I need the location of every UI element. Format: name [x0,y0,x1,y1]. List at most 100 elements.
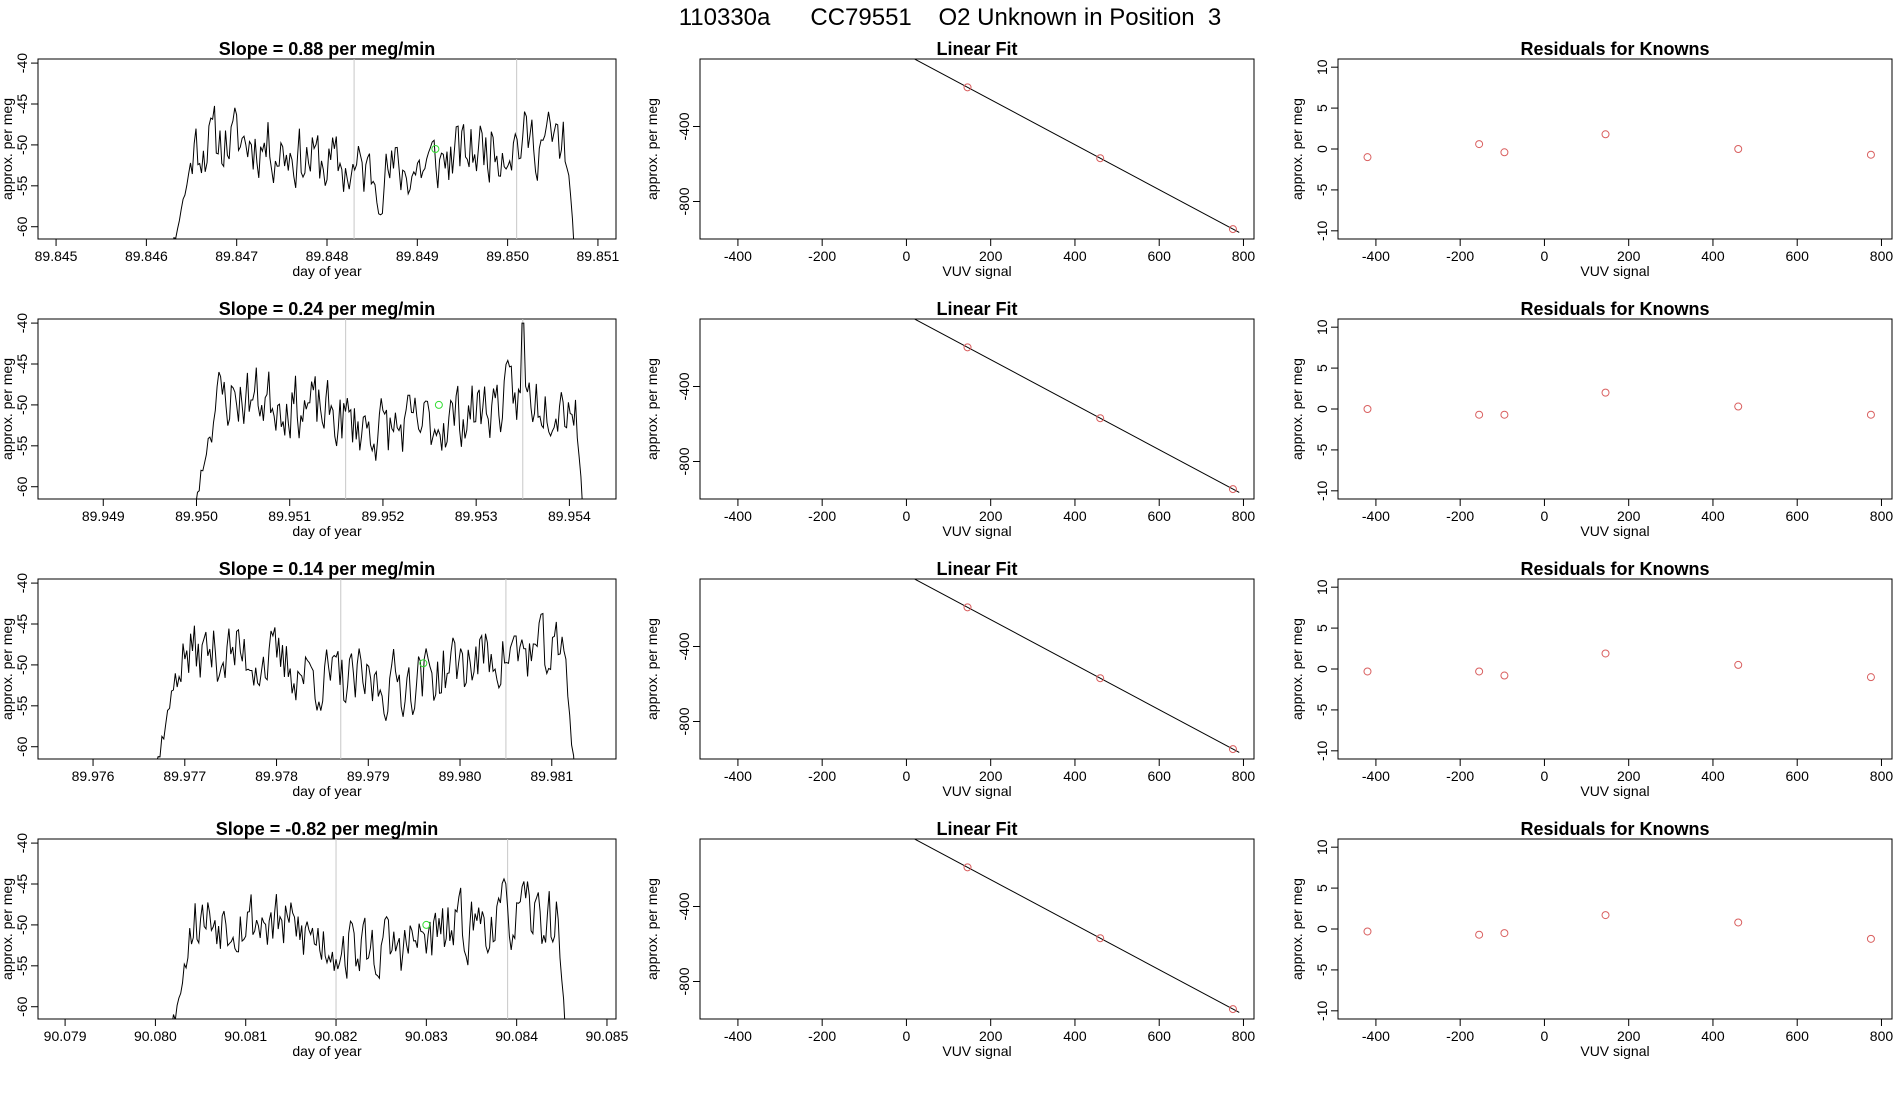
y-axis: -40 -45 -50 -55 -60 [14,313,38,497]
y-tick-label: -10 [1314,740,1330,760]
known-point [863,810,870,817]
x-axis: -400 -200 0 200 400 600 800 [724,1019,1255,1044]
residual-point [1601,911,1610,920]
y-tick-label: -5 [1314,183,1330,196]
y-axis-label: approx. per meg [644,98,660,200]
y-tick-label: -400 [676,112,692,140]
residual-point [1734,402,1743,411]
x-axis-label: VUV signal [942,263,1011,279]
x-tick-label: 400 [1063,1028,1087,1044]
x-tick-label: -400 [724,248,752,264]
x-axis: -400 -200 0 200 400 600 800 [724,239,1255,264]
x-tick-label: 0 [1541,1028,1549,1044]
x-tick-label: 800 [1870,1028,1894,1044]
y-tick-label: 10 [1314,59,1330,75]
plot-frame [699,318,1255,500]
x-tick-label: -200 [808,1028,836,1044]
panel-r3-c2: Linear Fit -400 -200 0 200 400 600 800 VUV signa… [644,470,1255,799]
plot-area [1363,130,1875,162]
x-tick-label: 89.978 [255,768,298,784]
known-point [838,276,845,283]
y-axis-label: approx. per meg [1289,98,1305,200]
y-axis-label: approx. per meg [0,358,15,460]
y-tick-label: -40 [14,313,30,333]
y-tick-label: 5 [1314,624,1330,632]
y-tick-label: -55 [14,955,30,975]
x-axis: -400 -200 0 200 400 600 800 [724,759,1255,784]
unknown-point [434,400,443,409]
plot-frame [37,578,617,760]
known-point [1228,1005,1237,1014]
unknown-point [419,659,428,668]
x-tick-label: 0 [903,768,911,784]
y-tick-label: -5 [1314,443,1330,456]
y-axis: 10 5 0 -5 -10 [1314,319,1338,501]
plot-area [1363,388,1875,419]
y-axis: 10 5 0 -5 -10 [1314,59,1338,241]
y-tick-label: -10 [1314,220,1330,240]
y-tick-label: -10 [1314,480,1330,500]
signal-trace [172,877,566,1019]
y-axis-label: approx. per meg [0,618,15,720]
y-tick-label: -60 [14,476,30,496]
unknown-point [714,470,721,477]
x-tick-label: -200 [1446,508,1474,524]
y-axis-label: approx. per meg [0,878,15,980]
x-tick-label: 600 [1786,768,1810,784]
x-tick-label: -400 [724,508,752,524]
plot-area [173,59,575,239]
plot-area [172,839,566,1019]
y-tick-label: -5 [1314,963,1330,976]
y-axis-label: approx. per meg [0,98,15,200]
x-tick-label: 800 [1232,1028,1256,1044]
panel-r2-c3: Residuals for Knowns -400 -200 0 200 400 600 80… [1289,299,1893,539]
known-point [726,217,733,224]
x-tick-label: 200 [979,1028,1003,1044]
x-tick-label: -200 [808,508,836,524]
y-tick-label: -10 [1314,1000,1330,1020]
panel-title: Slope = 0.88 per meg/min [219,39,436,59]
known-point [863,290,870,297]
y-axis: -40 -45 -50 -55 -60 [14,833,38,1017]
y-tick-label: -50 [14,395,30,415]
x-tick-label: 89.977 [163,768,206,784]
y-axis-label: approx. per meg [644,878,660,980]
x-tick-label: 0 [903,1028,911,1044]
y-tick-label: -55 [14,695,30,715]
y-tick-label: -60 [14,216,30,236]
panel-title: Linear Fit [936,819,1017,839]
plot-frame [1337,58,1893,240]
x-tick-label: 800 [1232,768,1256,784]
x-axis-label: VUV signal [1580,1043,1649,1059]
y-axis-label: approx. per meg [1289,878,1305,980]
panel-title: Residuals for Knowns [1520,819,1709,839]
x-tick-label: 89.949 [82,508,125,524]
residual-point [1475,410,1484,419]
x-tick-label: -400 [1362,768,1390,784]
residual-point [1500,671,1509,680]
fit-line [913,319,1240,493]
x-tick-label: 0 [903,508,911,524]
x-tick-label: 89.950 [175,508,218,524]
known-point [1096,414,1105,423]
y-tick-label: -40 [14,573,30,593]
y-tick-label: -45 [14,354,30,374]
x-axis: -400 -200 0 200 400 600 800 [1362,239,1893,264]
x-tick-label: 90.079 [44,1028,87,1044]
x-axis-label: VUV signal [1580,783,1649,799]
x-tick-label: 800 [1870,508,1894,524]
x-tick-label: 89.976 [72,768,115,784]
x-tick-label: 89.981 [530,768,573,784]
x-tick-label: -200 [1446,768,1474,784]
y-tick-label: 10 [1314,839,1330,855]
residual-point [1601,388,1610,397]
x-tick-label: 400 [1701,248,1725,264]
x-axis-label: day of year [292,523,362,539]
known-point [838,16,845,23]
x-tick-label: 89.850 [486,248,529,264]
x-axis-label: day of year [292,1043,362,1059]
x-axis: -400 -200 0 200 400 600 800 [1362,499,1893,524]
